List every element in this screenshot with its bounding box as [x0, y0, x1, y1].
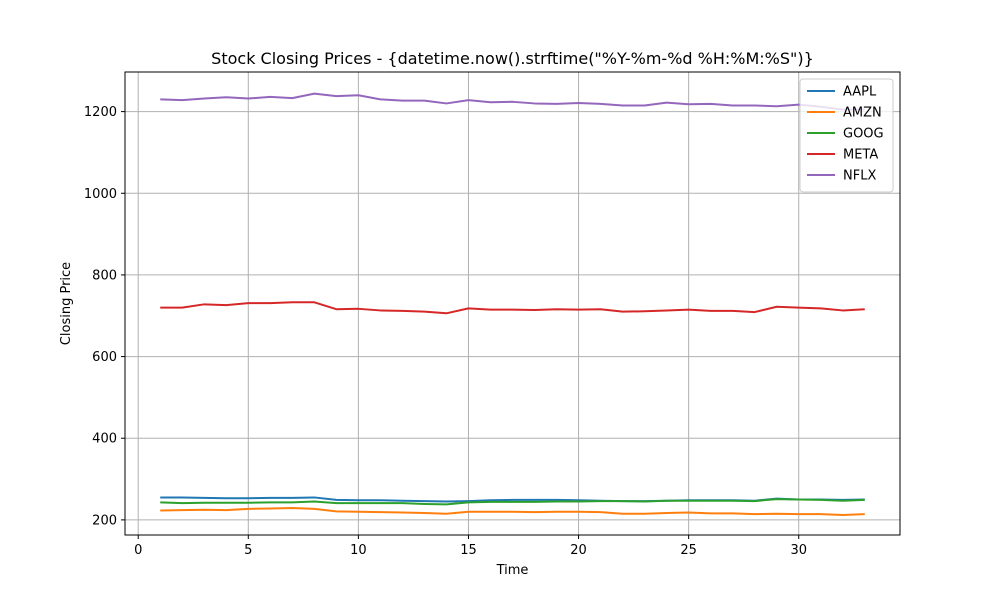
legend-label-meta: META	[843, 148, 878, 163]
x-tick-label: 25	[680, 543, 697, 558]
legend-label-goog: GOOG	[843, 127, 884, 142]
y-tick-label: 400	[92, 432, 117, 447]
grid	[125, 72, 900, 535]
legend-box	[799, 78, 894, 193]
y-tick-label: 200	[92, 513, 117, 528]
y-tick-label: 800	[92, 268, 117, 283]
series-lines	[160, 92, 865, 516]
series-line-goog	[160, 498, 865, 506]
legend-label-nflx: NFLX	[843, 169, 876, 184]
plot-frame	[124, 71, 901, 536]
y-tick-label: 1200	[84, 105, 117, 120]
x-tick-label: 15	[460, 543, 477, 558]
y-tick-label: 600	[92, 350, 117, 365]
x-tick-label: 20	[570, 543, 587, 558]
x-tick-label: 30	[790, 543, 807, 558]
series-line-amzn	[160, 507, 865, 516]
chart-title: Stock Closing Prices - {datetime.now().s…	[211, 49, 814, 68]
y-tick-label: 1000	[84, 187, 117, 202]
x-tick-label: 0	[134, 543, 142, 558]
x-axis-label: Time	[496, 563, 529, 578]
y-axis-label: Closing Price	[59, 262, 74, 345]
legend-label-amzn: AMZN	[843, 106, 882, 121]
y-axis: 200 400 600 800 1000 1200	[84, 105, 125, 528]
series-line-nflx	[160, 92, 865, 111]
series-line-meta	[160, 301, 865, 315]
legend: AAPL AMZN GOOG META NFLX	[799, 78, 894, 193]
x-tick-label: 5	[244, 543, 252, 558]
x-tick-label: 10	[350, 543, 367, 558]
x-axis: 0 5 10 15 20 25 30	[134, 535, 807, 558]
legend-label-aapl: AAPL	[843, 85, 877, 100]
